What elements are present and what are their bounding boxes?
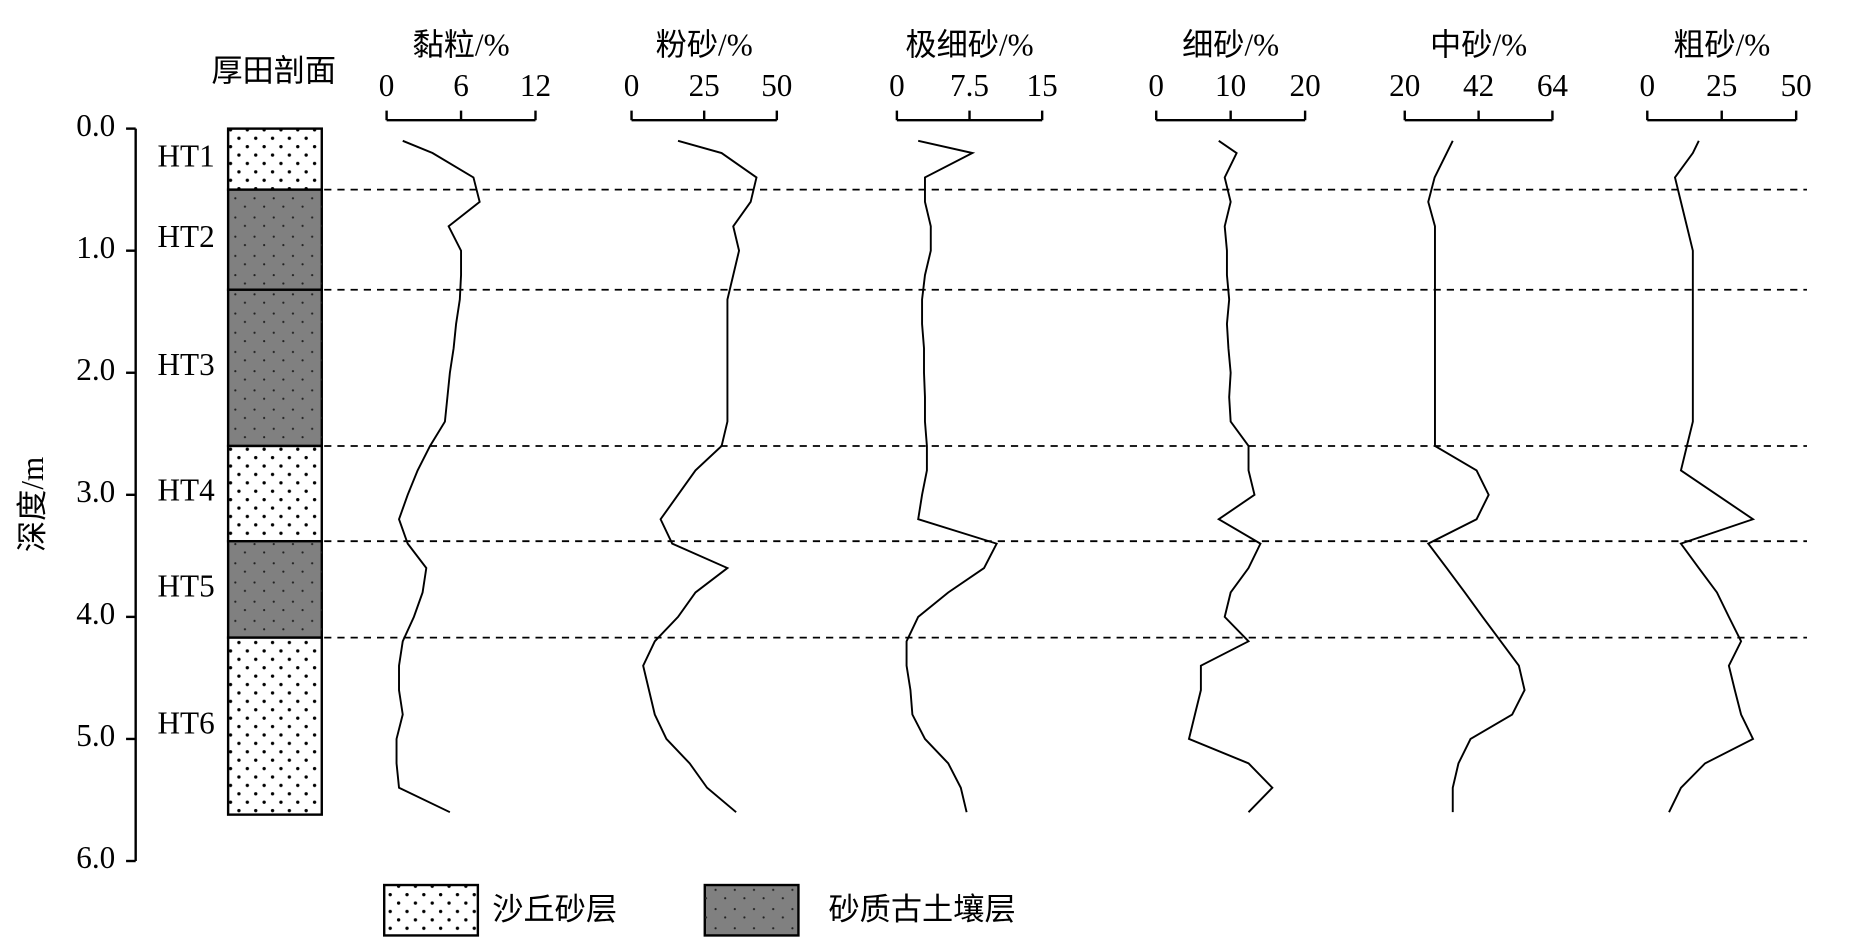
layer-pattern	[228, 541, 322, 638]
x-tick-label: 0	[1639, 68, 1655, 103]
x-tick-label: 25	[1706, 68, 1737, 103]
panel-title: 细砂/%	[1182, 27, 1279, 62]
layer-label: HT2	[157, 219, 214, 254]
profile-line	[1426, 140, 1526, 813]
x-tick-label: 20	[1389, 68, 1420, 103]
legend-label: 沙丘砂层	[492, 892, 617, 927]
y-tick-label: 4.0	[76, 596, 115, 631]
y-tick-label: 2.0	[76, 352, 115, 387]
y-tick-label: 1.0	[76, 230, 115, 265]
y-tick-label: 5.0	[76, 718, 115, 753]
x-tick-label: 0	[889, 68, 905, 103]
layer-label: HT5	[157, 569, 214, 604]
layer-label: HT3	[157, 347, 214, 382]
layer-label: HT1	[157, 138, 214, 173]
profile-line	[395, 139, 481, 814]
panel-title: 黏粒/%	[413, 27, 510, 62]
profile-line	[642, 139, 758, 813]
y-tick-label: 3.0	[76, 474, 115, 509]
layer-pattern	[228, 445, 322, 542]
column-title: 厚田剖面	[211, 54, 336, 89]
x-tick-label: 50	[1781, 68, 1812, 103]
y-tick-label: 6.0	[76, 840, 115, 875]
layer-pattern	[228, 189, 322, 290]
x-tick-label: 6	[453, 68, 469, 103]
panel-title: 中砂/%	[1430, 27, 1527, 62]
layer-pattern	[228, 128, 322, 190]
profile-line	[905, 139, 999, 813]
profile-line	[1668, 140, 1756, 813]
panel-title: 粉砂/%	[656, 27, 753, 62]
x-tick-label: 50	[761, 68, 792, 103]
x-tick-label: 20	[1290, 68, 1321, 103]
legend-pattern	[704, 885, 799, 936]
x-tick-label: 10	[1215, 68, 1246, 103]
profile-line	[1187, 140, 1274, 813]
legend-pattern	[384, 885, 478, 936]
x-tick-label: 64	[1537, 68, 1569, 103]
x-tick-label: 7.5	[950, 68, 989, 103]
x-tick-label: 25	[689, 68, 720, 103]
x-tick-label: 0	[379, 68, 395, 103]
layer-pattern	[228, 289, 322, 446]
layer-label: HT6	[157, 705, 214, 740]
panel-title: 粗砂/%	[1673, 27, 1770, 62]
layer-label: HT4	[157, 473, 215, 508]
x-tick-label: 12	[520, 68, 551, 103]
y-axis-label: 深度/m	[15, 457, 50, 552]
x-tick-label: 0	[624, 68, 640, 103]
layer-pattern	[228, 637, 322, 815]
panel-title: 极细砂/%	[905, 27, 1033, 62]
legend-label: 砂质古土壤层	[828, 892, 1015, 927]
x-tick-label: 0	[1148, 68, 1164, 103]
x-tick-label: 42	[1463, 68, 1494, 103]
x-tick-label: 15	[1027, 68, 1058, 103]
y-tick-label: 0.0	[76, 108, 115, 143]
